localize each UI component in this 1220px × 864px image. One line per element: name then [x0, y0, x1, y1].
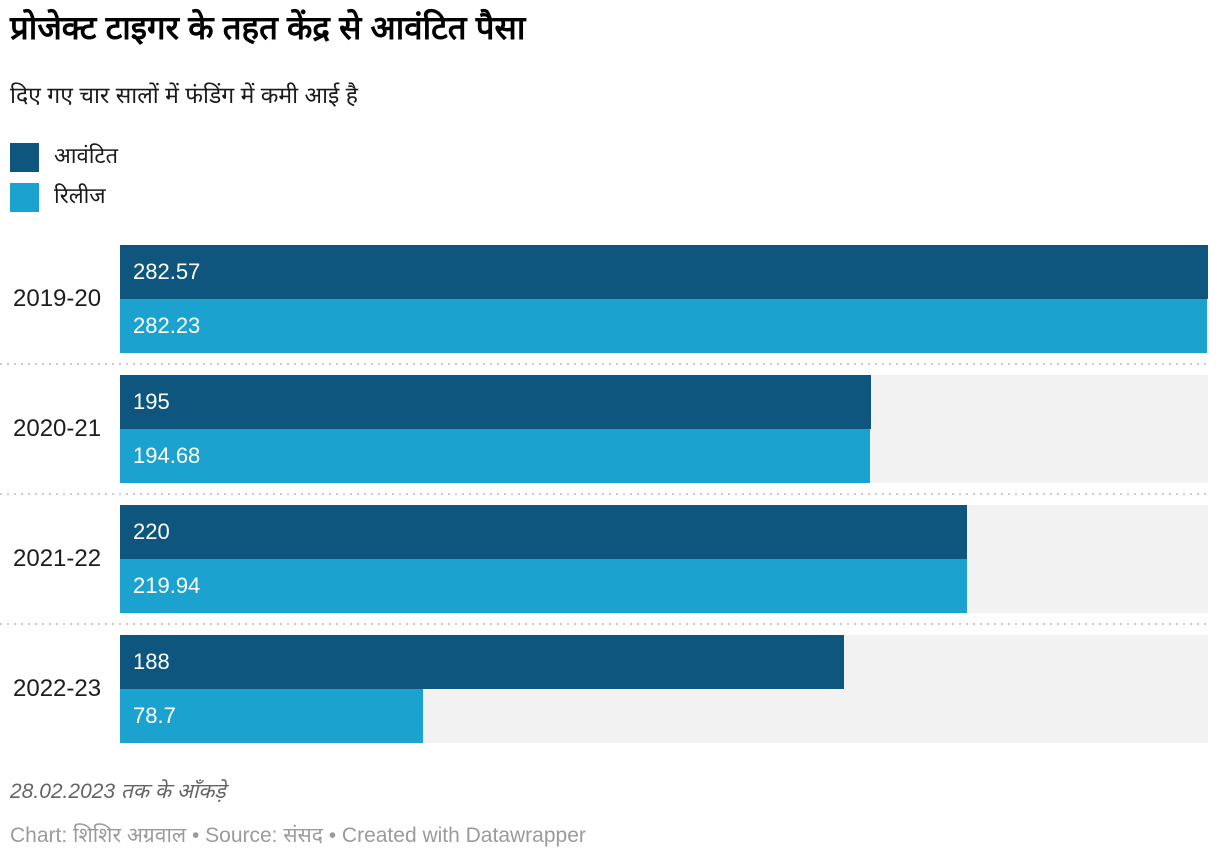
chart-subtitle: दिए गए चार सालों में फंडिंग में कमी आई ह…: [10, 82, 358, 108]
row-separator: [0, 623, 1208, 625]
chart-title: प्रोजेक्ट टाइगर के तहत केंद्र से आवंटित …: [10, 9, 526, 46]
legend-label: आवंटित: [54, 142, 119, 168]
category-label: 2022-23: [13, 675, 102, 702]
bar-value-label: 282.57: [133, 259, 201, 284]
bar-group: 2020-21 195 194.68: [0, 365, 1208, 495]
bar-value-label: 188: [133, 649, 170, 674]
footer-byline: Chart: शिशिर अग्रवाल • Source: संसद • Cr…: [10, 824, 586, 847]
bar-group: 2021-22 220 219.94: [0, 495, 1208, 625]
bar-group: 2022-23 188 78.7: [0, 625, 1208, 755]
bar-value-label: 195: [133, 389, 170, 414]
row-separator: [0, 363, 1208, 365]
bar-released: 194.68: [120, 429, 870, 483]
legend-item: आवंटित: [10, 143, 118, 172]
bar-track: 220 219.94: [120, 505, 1208, 613]
bar-released: 282.23: [120, 299, 1207, 353]
bar-allocated: 195: [120, 375, 871, 429]
bar-value-label: 78.7: [133, 703, 176, 728]
legend-label: रिलीज: [54, 182, 106, 208]
bar-track: 282.57 282.23: [120, 245, 1208, 353]
bar-group: 2019-20 282.57 282.23: [0, 235, 1208, 365]
footer-note: 28.02.2023 तक के आँकड़े: [10, 780, 226, 803]
category-label: 2021-22: [13, 545, 102, 572]
bar-chart-plot: 2019-20 282.57 282.23 2020-21 195 194.68 2021-…: [0, 235, 1208, 755]
bar-allocated: 220: [120, 505, 968, 559]
category-label: 2020-21: [13, 415, 102, 442]
bar-released: 219.94: [120, 559, 967, 613]
bar-track: 188 78.7: [120, 635, 1208, 743]
bar-value-label: 219.94: [133, 573, 201, 598]
legend-swatch-icon: [10, 183, 39, 212]
bar-value-label: 220: [133, 519, 170, 544]
legend-swatch-icon: [10, 143, 39, 172]
row-separator: [0, 493, 1208, 495]
legend-item: रिलीज: [10, 183, 118, 212]
bar-released: 78.7: [120, 689, 424, 743]
bar-track: 195 194.68: [120, 375, 1208, 483]
bar-allocated: 188: [120, 635, 844, 689]
bar-value-label: 194.68: [133, 443, 201, 468]
category-label: 2019-20: [13, 285, 102, 312]
bar-value-label: 282.23: [133, 313, 201, 338]
legend: आवंटित रिलीज: [10, 143, 118, 223]
bar-allocated: 282.57: [120, 245, 1208, 299]
